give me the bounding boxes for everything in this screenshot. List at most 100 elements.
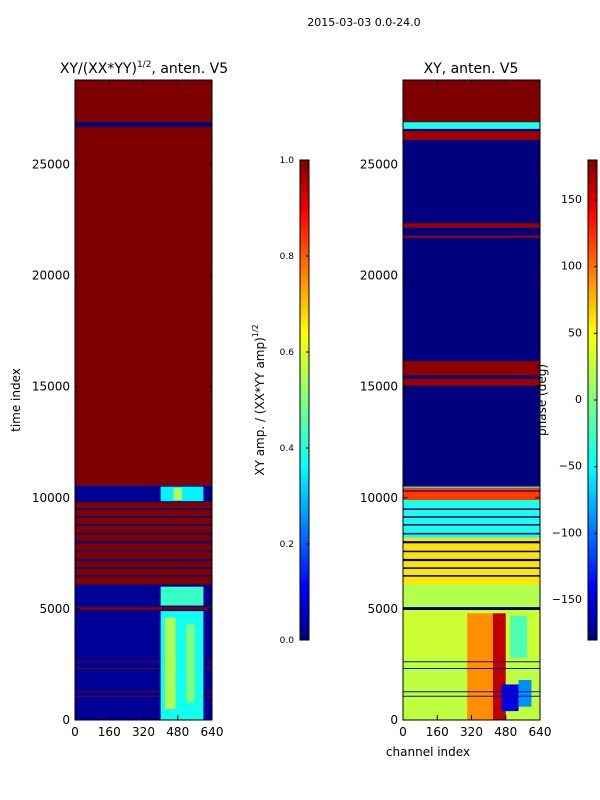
left-heatmap-region	[75, 668, 212, 669]
right-heatmap-region	[403, 550, 540, 553]
right-heatmap-region	[403, 122, 540, 129]
right-heatmap-region	[403, 695, 540, 697]
left-heatmap-region	[75, 532, 212, 535]
right-heatmap-region	[403, 558, 540, 562]
left-heatmap-region	[173, 487, 183, 500]
right-heatmap-region	[403, 131, 540, 140]
right-heatmap-region	[501, 684, 519, 712]
left-heatmap-region	[186, 624, 195, 703]
right-y-tick-label: 10000	[360, 491, 398, 505]
left-plot-title: XY/(XX*YY)1/2, anten. V5	[60, 60, 228, 77]
right-colorbar-tick-label: −50	[559, 460, 582, 473]
left-y-tick-label: 0	[62, 713, 70, 727]
left-heatmap-region	[75, 558, 212, 562]
right-y-tick-label: 15000	[360, 380, 398, 394]
right-heatmap-region	[403, 567, 540, 569]
left-heatmap-region	[75, 516, 212, 518]
left-y-axis-label: time index	[9, 368, 23, 432]
right-colorbar-tick-label: 0	[575, 393, 582, 406]
right-heatmap-region	[403, 661, 540, 663]
left-title-exponent: 1/2	[137, 60, 151, 70]
left-heatmap-region	[75, 502, 212, 585]
left-y-tick-label: 10000	[32, 491, 70, 505]
left-axes: 0 160 320 480 640 0 5000 10000 15000 20000 25000	[32, 80, 224, 739]
left-panel: XY/(XX*YY)1/2, anten. V5 0 160 320 480 640 0 5…	[9, 60, 228, 739]
right-colorbar-tick-label: 100	[561, 260, 582, 273]
left-colorbar-tick-label: 0.8	[280, 252, 295, 262]
right-heatmap-region	[403, 378, 540, 386]
right-x-tick-label: 640	[529, 725, 552, 739]
left-heatmap-region	[75, 541, 212, 544]
left-heatmap	[75, 80, 212, 720]
left-colorbar-label-exponent: 1/2	[251, 324, 260, 337]
left-heatmap-region	[75, 575, 212, 577]
left-title-main: XY/(XX*YY)	[60, 61, 137, 77]
right-colorbar-tick-label: 50	[568, 326, 582, 339]
left-colorbar-ticks: 0.0 0.2 0.4 0.6 0.8 1.0	[280, 156, 309, 646]
right-x-tick-label: 160	[426, 725, 449, 739]
left-x-tick-label: 0	[71, 725, 79, 739]
right-y-tick-label: 20000	[360, 269, 398, 283]
right-heatmap-region	[403, 575, 540, 577]
right-heatmap-region	[403, 668, 540, 669]
right-colorbar-tick-label: −150	[552, 593, 582, 606]
right-heatmap-region	[403, 516, 540, 518]
left-heatmap-region	[75, 508, 212, 510]
right-heatmap-region	[403, 524, 540, 526]
figure-title: 2015-03-03 0.0-24.0	[307, 16, 420, 29]
right-heatmap-region	[403, 487, 540, 500]
left-heatmap-region	[75, 122, 212, 127]
right-heatmap-region	[403, 223, 540, 228]
right-heatmap-region	[403, 607, 540, 610]
right-heatmap-region	[403, 691, 540, 693]
left-x-tick-label: 160	[98, 725, 121, 739]
right-colorbar: −150 −100 −50 0 50 100 150 phase (deg)	[535, 159, 598, 641]
left-heatmap-region	[75, 524, 212, 526]
left-heatmap-region	[75, 567, 212, 569]
right-x-tick-label: 0	[399, 725, 407, 739]
right-heatmap-region	[403, 508, 540, 510]
right-heatmap-region	[403, 490, 540, 492]
left-x-tick-label: 480	[166, 725, 189, 739]
right-heatmap	[403, 80, 540, 720]
left-heatmap-region	[75, 695, 212, 697]
right-heatmap-region	[467, 613, 493, 720]
left-colorbar-label-main: XY amp. / (XX*YY amp)	[253, 337, 267, 475]
left-heatmap-region	[75, 490, 212, 492]
right-heatmap-region	[510, 615, 528, 658]
left-colorbar-tick-label: 1.0	[280, 156, 295, 166]
left-y-tick-label: 5000	[39, 602, 70, 616]
left-heatmap-region	[75, 550, 212, 553]
left-y-tick-label: 25000	[32, 157, 70, 171]
right-heatmap-region	[403, 541, 540, 544]
left-heatmap-region	[75, 80, 212, 486]
right-colorbar-tick-label: −100	[552, 526, 582, 539]
left-heatmap-region	[75, 607, 212, 610]
right-x-tick-label: 320	[460, 725, 483, 739]
right-colorbar-ticks: −150 −100 −50 0 50 100 150	[552, 193, 597, 606]
right-heatmap-region	[518, 680, 532, 707]
left-colorbar-tick-label: 0.2	[280, 540, 294, 550]
right-panel: XY, anten. V5 0 160 320 480 640 0 5000 10000 150…	[360, 61, 552, 759]
right-y-tick-label: 25000	[360, 157, 398, 171]
left-colorbar-tick-label: 0.6	[280, 348, 295, 358]
left-x-tick-label: 320	[132, 725, 155, 739]
left-heatmap-region	[164, 617, 176, 709]
right-heatmap-region	[403, 235, 540, 238]
left-heatmap-region	[75, 661, 212, 663]
right-colorbar-label: phase (deg)	[535, 364, 549, 436]
right-axes: 0 160 320 480 640 0 5000 10000 15000 20000 25000	[360, 80, 552, 739]
left-colorbar: 0.0 0.2 0.4 0.6 0.8 1.0 XY amp. / (XX*YY amp)…	[251, 156, 310, 646]
right-x-tick-label: 480	[494, 725, 517, 739]
left-x-tick-label: 640	[201, 725, 224, 739]
left-colorbar-tick-label: 0.0	[280, 636, 295, 646]
right-y-tick-label: 0	[390, 713, 398, 727]
right-heatmap-region	[403, 532, 540, 535]
left-y-tick-label: 20000	[32, 269, 70, 283]
right-x-axis-label: channel index	[386, 745, 470, 759]
right-heatmap-region	[403, 80, 540, 123]
left-heatmap-region	[75, 691, 212, 693]
right-y-tick-label: 5000	[367, 602, 398, 616]
right-heatmap-region	[403, 361, 540, 376]
